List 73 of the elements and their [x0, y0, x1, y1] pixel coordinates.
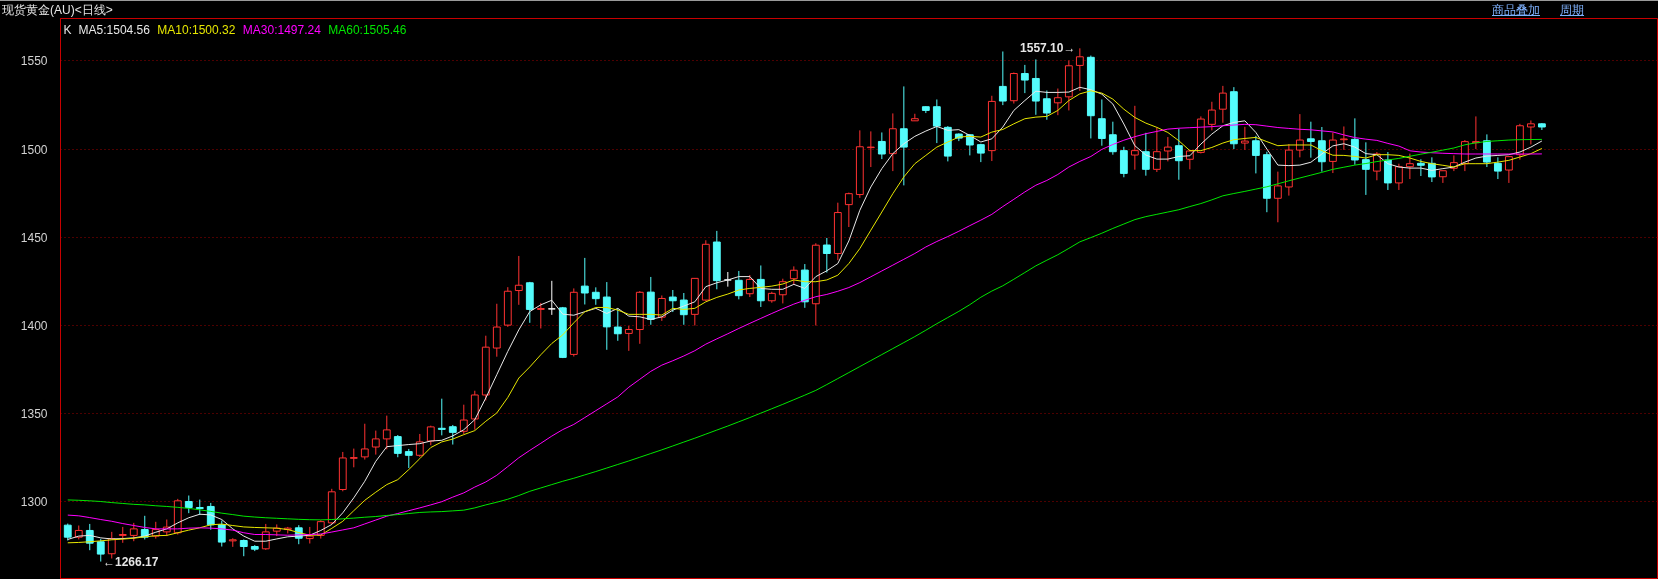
candlestick — [1174, 128, 1183, 181]
candlestick — [1218, 85, 1227, 124]
candlestick — [998, 50, 1007, 106]
candlestick — [437, 398, 446, 436]
candlestick — [1339, 125, 1348, 151]
candlestick — [1031, 58, 1040, 116]
candlestick — [668, 289, 677, 313]
candlestick — [1383, 151, 1392, 191]
text: 周期 — [1560, 2, 1584, 18]
candlestick — [547, 280, 556, 316]
text: MA10:1500.32 — [157, 22, 236, 37]
candlestick — [492, 303, 501, 358]
candlestick — [448, 424, 457, 446]
candlestick — [1438, 170, 1447, 184]
candlestick — [1141, 132, 1150, 177]
y-tick-label: 1500 — [20, 142, 48, 157]
legend-title: K — [63, 22, 72, 37]
y-tick-label: 1300 — [20, 495, 48, 510]
candlestick — [899, 85, 908, 186]
candlestick — [1273, 171, 1282, 223]
candlestick — [1405, 153, 1414, 180]
candlestick — [1130, 105, 1139, 171]
candlestick — [1163, 136, 1172, 162]
candlestick — [360, 423, 369, 461]
candlestick — [514, 255, 523, 306]
candlestick — [1526, 119, 1535, 145]
candlestick — [624, 325, 633, 352]
candlestick — [536, 302, 545, 329]
candlestick — [415, 433, 424, 458]
candlestick — [1416, 158, 1425, 177]
candlestick — [1119, 146, 1128, 178]
candlestick — [404, 448, 413, 469]
candlestick — [217, 520, 226, 548]
candlestick — [1097, 98, 1106, 147]
candlestick — [1207, 101, 1216, 131]
candlestick — [1042, 89, 1051, 121]
candlestick — [1493, 156, 1502, 180]
candlestick — [789, 265, 798, 286]
candlestick — [734, 270, 743, 300]
y-tick-label: 1450 — [20, 230, 48, 245]
candlestick — [382, 415, 391, 450]
candlestick — [393, 434, 402, 458]
candlestick — [470, 390, 479, 431]
text: 商品叠加 — [1492, 2, 1540, 18]
candlestick — [371, 430, 380, 456]
text: MA60:1505.46 — [328, 22, 407, 37]
candlestick — [1394, 163, 1403, 191]
text: MA5:1504.56 — [78, 22, 151, 37]
candlestick — [1053, 88, 1062, 116]
candlestick — [756, 264, 765, 308]
chart-title: 现货黄金(AU)<日线> — [2, 2, 113, 18]
candlestick — [96, 538, 105, 563]
candlestick — [1108, 121, 1117, 156]
candlestick — [1240, 126, 1249, 151]
annotation: ←1266.17 — [102, 554, 159, 569]
annotation: 1557.10→ — [1020, 41, 1076, 56]
candlestick — [1152, 126, 1161, 173]
candlestick — [1306, 121, 1315, 159]
candlestick — [580, 257, 589, 305]
candlestick — [1075, 47, 1084, 92]
candlestick — [844, 192, 853, 228]
y-tick-label: 1550 — [20, 54, 48, 69]
text: MA30:1497.24 — [242, 22, 322, 37]
candlestick — [1020, 64, 1029, 94]
y-tick-label: 1400 — [20, 318, 48, 333]
candlestick — [877, 131, 886, 160]
candlestick — [1251, 135, 1260, 174]
candlestick — [349, 448, 358, 468]
candlestick — [129, 522, 138, 542]
candlestick — [866, 130, 875, 168]
candlestick — [932, 98, 941, 144]
y-tick-label: 1350 — [20, 407, 48, 422]
candlestick — [822, 237, 831, 274]
